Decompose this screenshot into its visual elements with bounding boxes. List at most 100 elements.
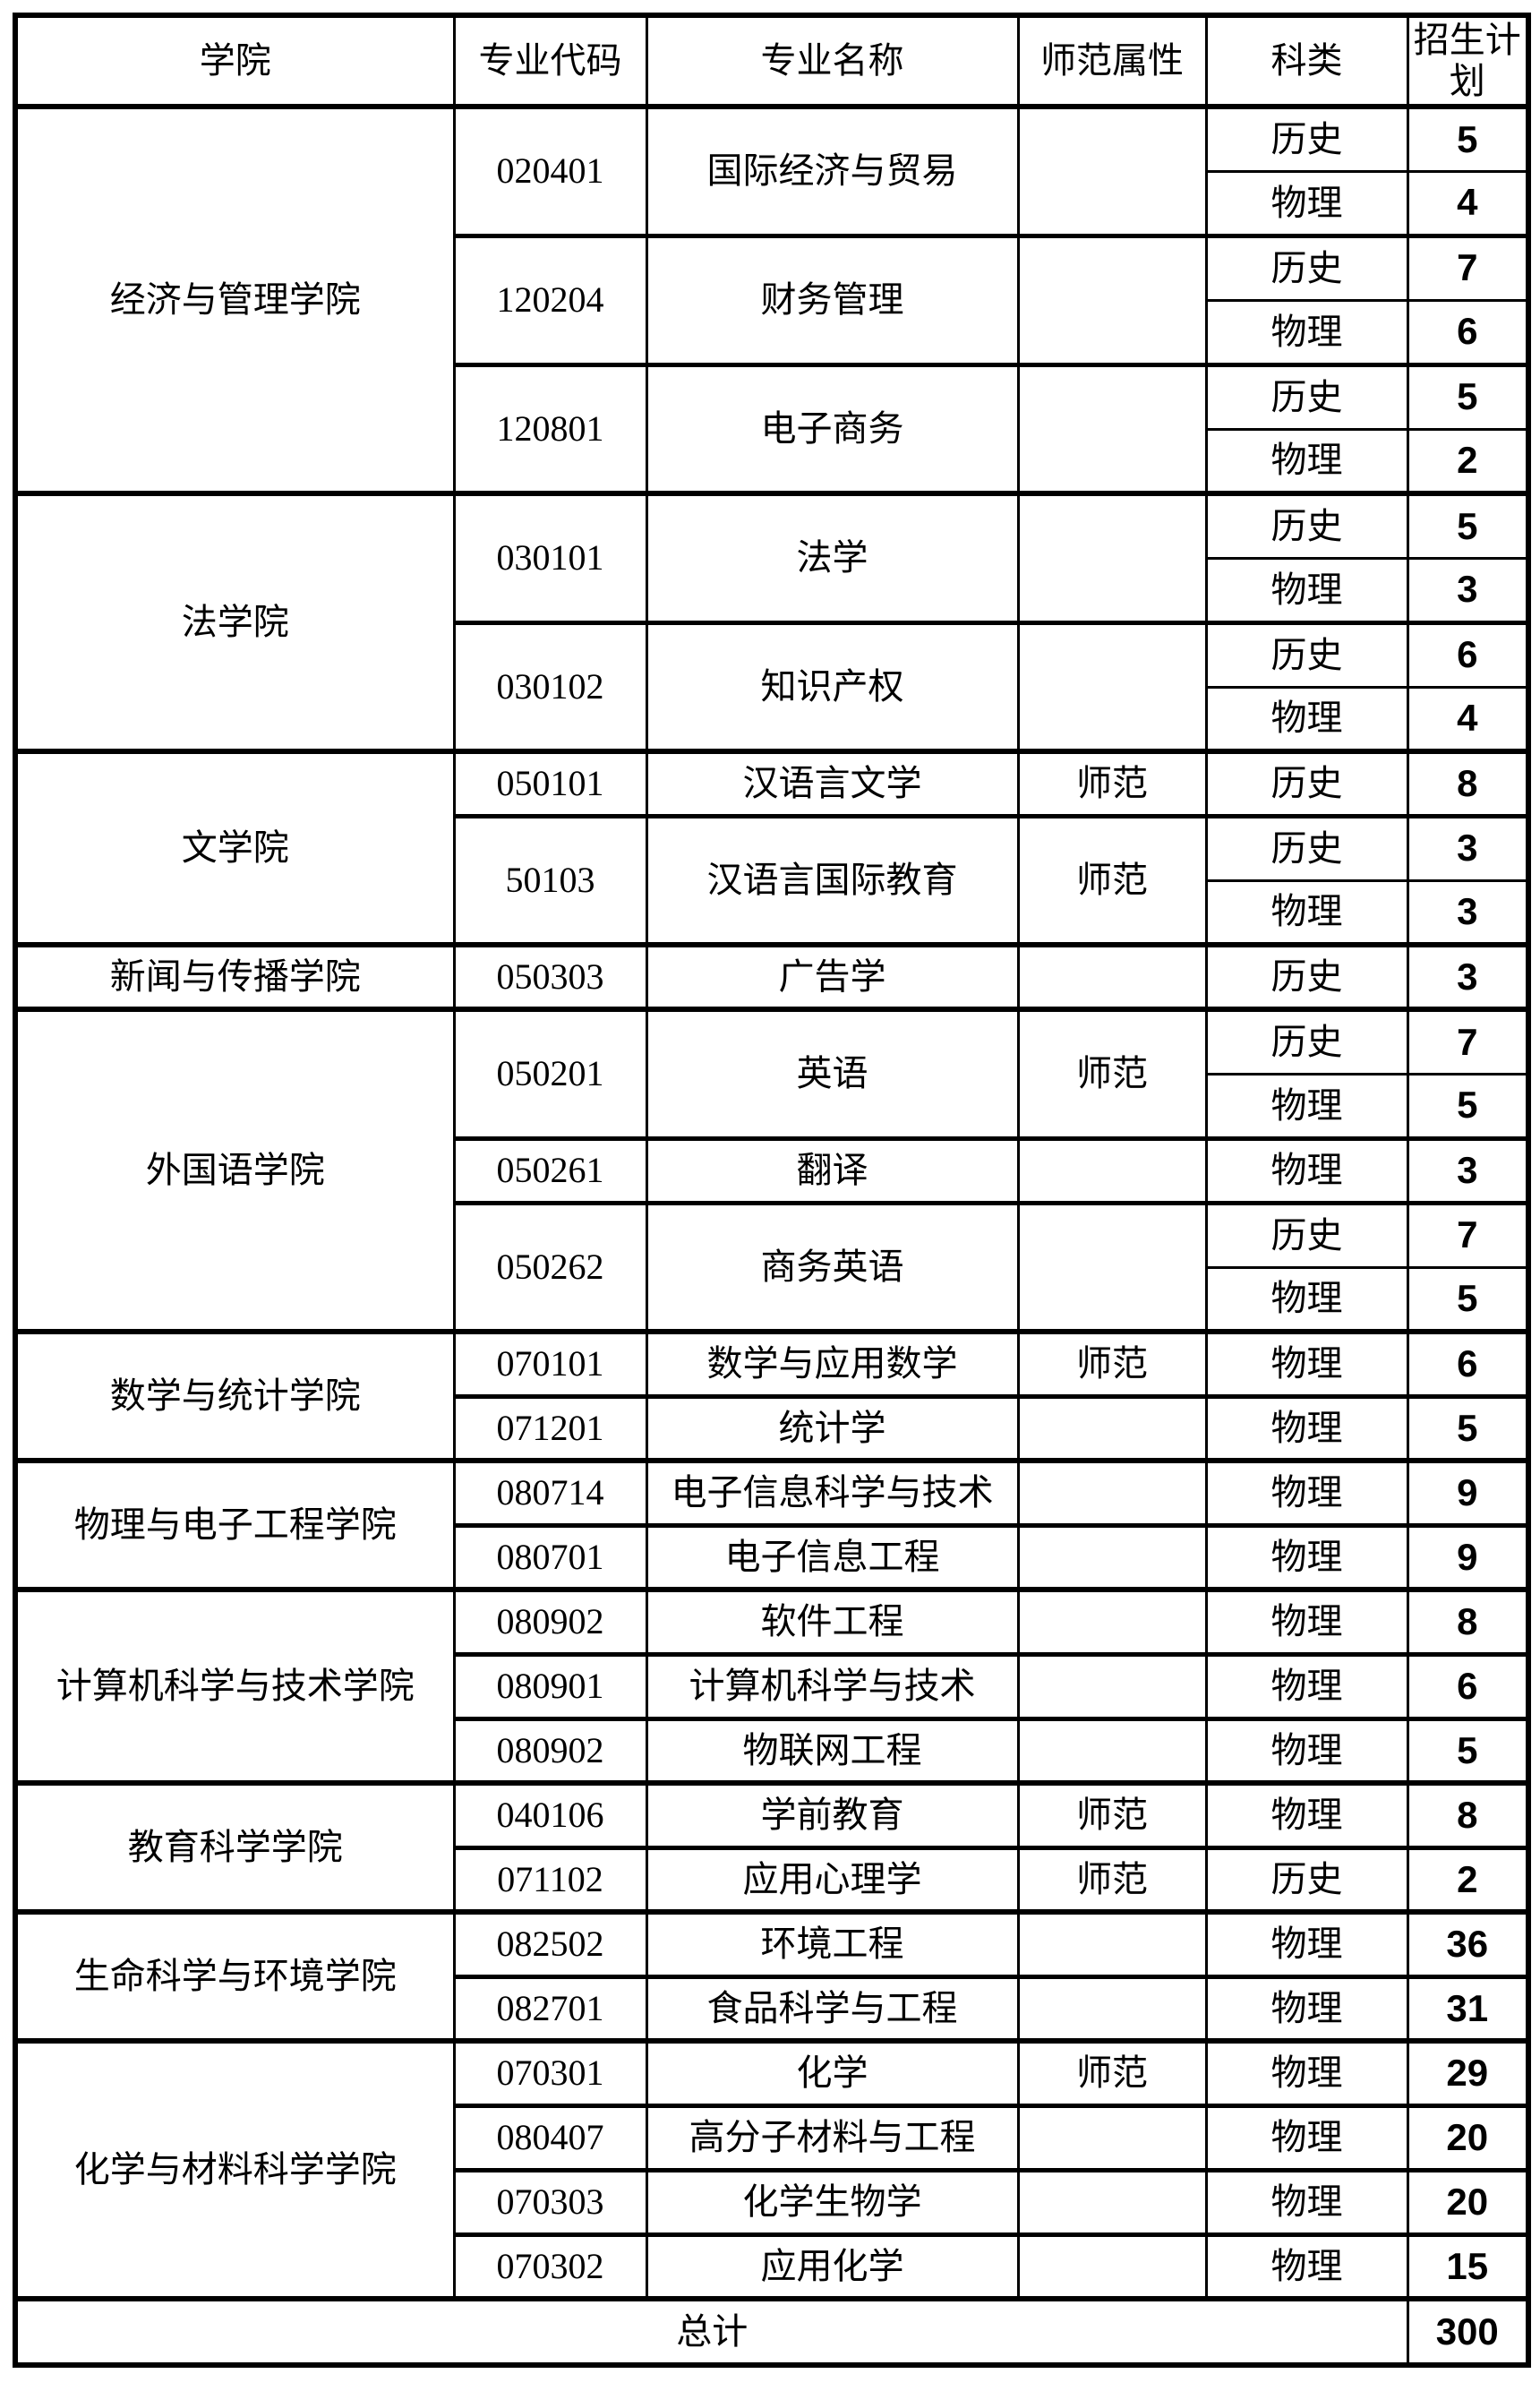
subject-category-cell: 历史 [1204, 362, 1409, 431]
major-name-cell: 物联网工程 [645, 1716, 1020, 1785]
header-college: 学院 [13, 13, 456, 109]
total-value: 300 [1406, 2296, 1530, 2367]
normal-attr-cell [1016, 1393, 1208, 1462]
subject-category-cell: 物理 [1204, 1072, 1409, 1140]
college-cell: 数学与统计学院 [13, 1329, 456, 1462]
enrollment-count-cell: 2 [1406, 1845, 1530, 1914]
major-name-cell: 汉语言文学 [645, 749, 1020, 818]
major-code-cell: 050303 [452, 942, 648, 1011]
header-major-code: 专业代码 [452, 13, 648, 109]
normal-attr-cell [1016, 2167, 1208, 2236]
major-name-cell: 法学 [645, 491, 1020, 624]
subject-category-cell: 物理 [1204, 1522, 1409, 1591]
major-code-cell: 050101 [452, 749, 648, 818]
enrollment-count-cell: 6 [1406, 1329, 1530, 1398]
major-name-cell: 统计学 [645, 1393, 1020, 1462]
major-code-cell: 070302 [452, 2232, 648, 2301]
subject-category-cell: 物理 [1204, 685, 1409, 753]
enrollment-count-cell: 9 [1406, 1458, 1530, 1527]
major-code-cell: 080901 [452, 1651, 648, 1720]
subject-category-cell: 物理 [1204, 878, 1409, 947]
header-normal-attr: 师范属性 [1016, 13, 1208, 109]
plan-row: 071102 应用心理学 师范 历史 2 [15, 1845, 1530, 1914]
major-code-cell: 050201 [452, 1007, 648, 1140]
plan-row: 化学与材料科学学院 070301 化学 师范 物理 29 [13, 2038, 1530, 2301]
major-name-cell: 知识产权 [645, 620, 1020, 753]
enrollment-count-cell: 5 [1406, 1072, 1530, 1140]
subject-category-cell: 历史 [1204, 233, 1409, 302]
normal-attr-cell [1016, 362, 1208, 495]
plan-row: 071201 统计学 物理 5 [15, 1393, 1530, 1462]
plan-row: 120204 财务管理 历史 7 [15, 233, 1530, 366]
normal-attr-cell: 师范 [1016, 749, 1208, 818]
subject-category-cell: 历史 [1204, 749, 1409, 818]
major-name-cell: 高分子材料与工程 [645, 2103, 1020, 2172]
subject-category-cell: 物理 [1204, 1716, 1409, 1785]
plan-row: 物理与电子工程学院 080714 电子信息科学与技术物理 9 [13, 1458, 1530, 1591]
normal-attr-cell [1016, 1974, 1208, 2043]
major-name-cell: 广告学 [645, 942, 1020, 1011]
enrollment-count-cell: 3 [1406, 813, 1530, 882]
enrollment-count-cell: 5 [1406, 1393, 1530, 1462]
plan-row: 082701 食品科学与工程 物理 31 [15, 1974, 1530, 2043]
major-name-cell: 食品科学与工程 [645, 1974, 1020, 2043]
major-code-cell: 080407 [452, 2103, 648, 2172]
major-code-cell: 080714 [452, 1458, 648, 1527]
plan-row: 物理 4 [15, 169, 1530, 237]
header-major-name: 专业名称 [645, 13, 1020, 109]
plan-row: 080902 物联网工程 物理 5 [15, 1716, 1530, 1785]
subject-category-cell: 物理 [1204, 556, 1409, 624]
enrollment-count-cell: 3 [1406, 878, 1530, 947]
major-code-cell: 030102 [452, 620, 648, 753]
subject-category-cell: 物理 [1204, 1909, 1409, 1978]
normal-attr-cell: 师范 [1016, 1329, 1208, 1398]
subject-category-cell: 历史 [1204, 620, 1409, 689]
plan-row: 080701 电子信息工程 物理 9 [15, 1522, 1530, 1591]
subject-category-cell: 物理 [1204, 1393, 1409, 1462]
major-code-cell: 030101 [452, 491, 648, 624]
enrollment-count-cell: 7 [1406, 233, 1530, 302]
plan-row: 物理 5 [15, 1072, 1530, 1140]
total-row: 总计 300 [13, 2296, 1530, 2367]
major-name-cell: 化学 [645, 2038, 1020, 2107]
plan-row: 070302 应用化学 物理 15 [15, 2232, 1530, 2301]
major-name-cell: 财务管理 [645, 233, 1020, 366]
subject-category-cell: 物理 [1204, 2038, 1409, 2107]
subject-category-cell: 物理 [1204, 1780, 1409, 1849]
major-name-cell: 电子信息科学与技术 [645, 1458, 1020, 1527]
college-cell: 物理与电子工程学院 [13, 1458, 456, 1591]
major-code-cell: 050261 [452, 1136, 648, 1204]
plan-row: 外国语学院 050201 英语 师范 历史 7 [13, 1007, 1530, 1333]
college-cell: 教育科学学院 [13, 1780, 456, 1914]
enrollment-count-cell: 5 [1406, 491, 1530, 560]
major-code-cell: 120204 [452, 233, 648, 366]
major-code-cell: 50103 [452, 813, 648, 947]
header-row: 学院 专业代码 专业名称 师范属性 科类 招生计划 [13, 13, 1530, 109]
table-body: 经济与管理学院 020401 国际经济与贸易 历史 5 物理 4 120204 财务管理 历史 7 物… [13, 104, 1530, 2301]
subject-category-cell: 历史 [1204, 1845, 1409, 1914]
major-name-cell: 学前教育 [645, 1780, 1020, 1849]
enrollment-count-cell: 9 [1406, 1522, 1530, 1591]
enrollment-count-cell: 3 [1406, 556, 1530, 624]
normal-attr-cell: 师范 [1016, 1780, 1208, 1849]
major-name-cell: 汉语言国际教育 [645, 813, 1020, 947]
enrollment-count-cell: 6 [1406, 1651, 1530, 1720]
major-code-cell: 020401 [452, 104, 648, 237]
plan-row: 教育科学学院 040106 学前教育 师范 物理 8 [13, 1780, 1530, 1914]
enrollment-count-cell: 5 [1406, 362, 1530, 431]
subject-category-cell: 物理 [1204, 1329, 1409, 1398]
major-code-cell: 070301 [452, 2038, 648, 2107]
enrollment-count-cell: 15 [1406, 2232, 1530, 2301]
plan-row: 070303 化学生物学 物理 20 [15, 2167, 1530, 2236]
college-cell: 文学院 [13, 749, 456, 947]
major-name-cell: 计算机科学与技术 [645, 1651, 1020, 1720]
table-footer: 总计 300 [13, 2296, 1530, 2367]
subject-category-cell: 物理 [1204, 1265, 1409, 1333]
enrollment-count-cell: 3 [1406, 942, 1530, 1011]
subject-category-cell: 历史 [1204, 1200, 1409, 1269]
plan-row: 物理 3 [15, 556, 1530, 624]
major-name-cell: 翻译 [645, 1136, 1020, 1204]
major-code-cell: 070303 [452, 2167, 648, 2236]
enrollment-count-cell: 8 [1406, 749, 1530, 818]
plan-row: 050262 商务英语 历史 7 [15, 1200, 1530, 1333]
